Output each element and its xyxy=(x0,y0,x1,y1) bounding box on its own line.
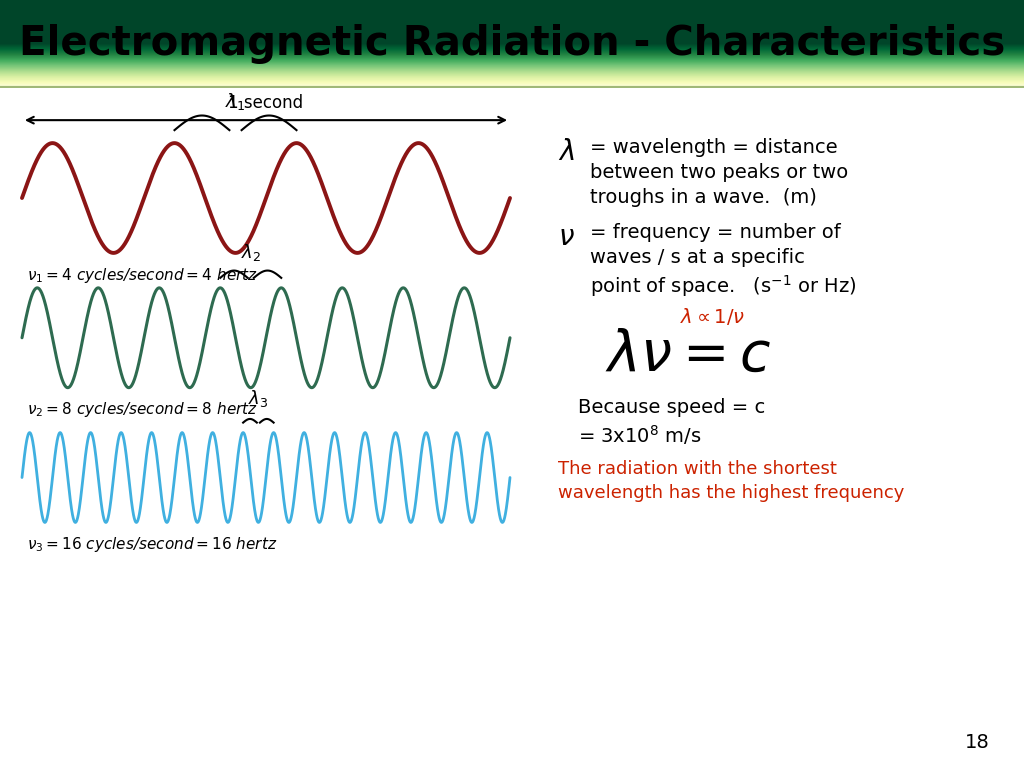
Text: The radiation with the shortest: The radiation with the shortest xyxy=(558,459,837,478)
Text: point of space.   (s$^{-1}$ or Hz): point of space. (s$^{-1}$ or Hz) xyxy=(590,273,857,299)
Text: $\lambda_2$: $\lambda_2$ xyxy=(241,242,261,263)
Text: $\nu_3 = 16\ \mathregular{cycles/second} = 16\ \mathregular{hertz}$: $\nu_3 = 16\ \mathregular{cycles/second}… xyxy=(27,535,278,555)
Text: between two peaks or two: between two peaks or two xyxy=(590,163,848,182)
Text: Electromagnetic Radiation - Characteristics: Electromagnetic Radiation - Characterist… xyxy=(18,24,1006,64)
Text: = wavelength = distance: = wavelength = distance xyxy=(590,138,838,157)
Text: $\nu_1 = 4\ \mathregular{cycles/second} = 4\ \mathregular{hertz}$: $\nu_1 = 4\ \mathregular{cycles/second} … xyxy=(27,266,258,285)
Text: Because speed = c: Because speed = c xyxy=(578,397,765,416)
Text: $\lambda \propto 1/\nu$: $\lambda \propto 1/\nu$ xyxy=(680,306,745,327)
Text: troughs in a wave.  (m): troughs in a wave. (m) xyxy=(590,188,817,207)
Text: $\nu$: $\nu$ xyxy=(558,223,574,251)
Text: $\nu_2 = 8\ \mathregular{cycles/second} = 8\ \mathregular{hertz}$: $\nu_2 = 8\ \mathregular{cycles/second} … xyxy=(27,400,258,419)
Text: $\lambda_3$: $\lambda_3$ xyxy=(248,387,268,409)
Text: $\lambda\nu = c$: $\lambda\nu = c$ xyxy=(605,328,771,383)
Text: 1 second: 1 second xyxy=(228,94,303,112)
Text: $\lambda$: $\lambda$ xyxy=(558,138,574,166)
Text: waves / s at a specific: waves / s at a specific xyxy=(590,248,805,267)
Text: 18: 18 xyxy=(966,733,990,752)
Text: = 3x10$^8$ m/s: = 3x10$^8$ m/s xyxy=(578,423,701,446)
Text: $\lambda_1$: $\lambda_1$ xyxy=(225,91,246,112)
Text: wavelength has the highest frequency: wavelength has the highest frequency xyxy=(558,483,904,502)
Text: = frequency = number of: = frequency = number of xyxy=(590,223,841,242)
